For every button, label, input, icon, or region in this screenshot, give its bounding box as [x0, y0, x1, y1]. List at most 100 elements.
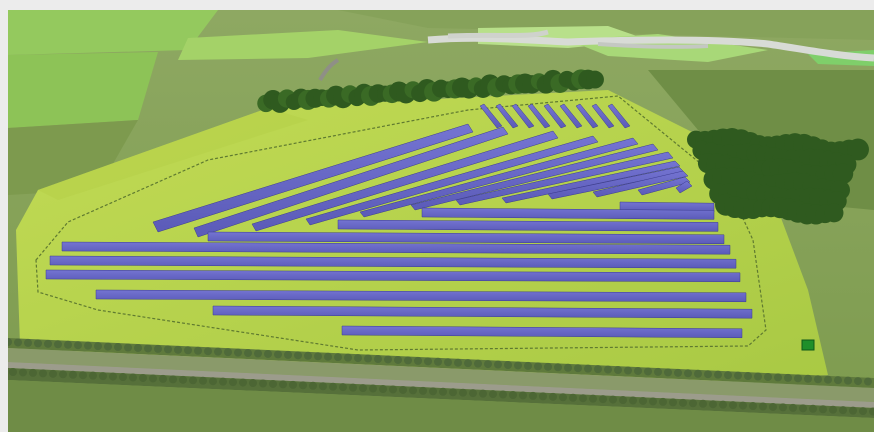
- hedge-bush: [769, 402, 777, 411]
- hedge-bush: [589, 394, 597, 403]
- hedge-bush: [469, 389, 477, 398]
- hedge-bush: [209, 377, 217, 386]
- hedge-bush: [649, 397, 657, 406]
- panel-row: [341, 325, 743, 339]
- hedge-bush: [539, 392, 547, 401]
- hedge-bush: [8, 338, 12, 346]
- aerial-render: [8, 10, 874, 432]
- hedge-bush: [799, 404, 807, 413]
- hedge-bush: [734, 371, 742, 380]
- panel-row: [193, 126, 509, 238]
- hedge-bush: [719, 400, 727, 409]
- hedge-bush: [574, 364, 582, 373]
- hedge-bush: [559, 393, 567, 402]
- hedge-bush: [349, 383, 357, 392]
- hedge-bush: [144, 344, 152, 353]
- hedge-texture: [8, 338, 874, 416]
- hedge-bush: [644, 367, 652, 376]
- hedge-bush: [444, 358, 452, 367]
- hedge-bush: [729, 401, 737, 410]
- hedge-bush: [504, 361, 512, 369]
- hedge-bush: [554, 363, 562, 372]
- hedge-bush: [784, 373, 792, 382]
- hedge-bush: [739, 401, 747, 410]
- hedge-bush: [809, 404, 817, 413]
- hedge-bush: [299, 381, 307, 390]
- panel-row: [637, 176, 691, 196]
- tree-copse-east: [686, 127, 869, 225]
- hedge-bush: [199, 376, 207, 385]
- hedge-bush: [159, 374, 167, 383]
- hedge-bush: [229, 378, 237, 387]
- hedge-bush: [419, 386, 427, 395]
- hedge-bush: [19, 368, 27, 377]
- hedge-bush: [564, 363, 572, 372]
- hedge-bush: [599, 395, 607, 404]
- solar-panel-array: [45, 103, 753, 339]
- panel-row: [501, 160, 681, 204]
- hedge-bush: [284, 350, 292, 359]
- hedge-bush: [829, 405, 837, 414]
- hedge-bush: [524, 361, 532, 370]
- hedge-bush: [119, 373, 127, 382]
- hedge-bush: [249, 379, 257, 388]
- hedge-bush: [354, 354, 362, 363]
- hedge-bush: [314, 352, 322, 361]
- hedge-bush: [379, 385, 387, 394]
- hedge-bush: [389, 385, 397, 394]
- hedge-bush: [749, 402, 757, 411]
- panel-row: [207, 231, 725, 245]
- panel-row: [479, 103, 503, 129]
- hedge-bush: [364, 354, 372, 363]
- hedge-bush: [549, 392, 557, 401]
- hedge-bush: [709, 400, 717, 409]
- hedge-bush: [819, 405, 827, 414]
- panel-row: [152, 123, 474, 233]
- panel-row: [337, 219, 719, 232]
- panel-row: [559, 103, 583, 129]
- perimeter-fence: [35, 95, 767, 351]
- hedge-bush: [669, 398, 677, 407]
- hedge-bush: [604, 365, 612, 374]
- hedge-bush: [579, 394, 587, 403]
- panel-row: [410, 143, 659, 211]
- hedge-bush: [224, 348, 232, 357]
- tree: [586, 70, 604, 89]
- hedge-bush: [464, 359, 472, 368]
- hedge-bush: [744, 372, 752, 381]
- panel-row: [607, 103, 631, 129]
- hedge-bush: [234, 348, 242, 357]
- hedge-bush: [594, 365, 602, 374]
- hedge-bush: [254, 349, 262, 358]
- hedge-bush: [84, 341, 92, 350]
- hedge-bush: [9, 368, 17, 376]
- hedge-bush: [359, 384, 367, 393]
- hedge-bush: [569, 393, 577, 402]
- hedge-bush: [774, 373, 782, 382]
- inverter-box: [801, 339, 815, 351]
- panel-row: [675, 180, 693, 194]
- tree: [832, 163, 854, 184]
- hedge-bush: [854, 377, 862, 386]
- tree: [847, 138, 869, 161]
- hedge-bush: [499, 390, 507, 399]
- hedge-bush: [239, 378, 247, 387]
- hedge-bush: [409, 386, 417, 395]
- hedge-bush: [434, 357, 442, 366]
- hedge-bush: [214, 347, 222, 356]
- hedge-bush: [264, 349, 272, 358]
- hedge-bush: [34, 339, 42, 348]
- hedge-bush: [309, 381, 317, 390]
- hedge-bush: [179, 375, 187, 384]
- tree: [824, 203, 844, 223]
- hedge-bush: [269, 379, 277, 388]
- hedge-bush: [614, 366, 622, 375]
- hedge-bush: [69, 370, 77, 379]
- hedge-bush: [844, 376, 852, 385]
- panel-row: [591, 103, 615, 129]
- hedge-bush: [74, 341, 82, 350]
- hedge-bush: [824, 375, 832, 384]
- hedge-bush: [689, 399, 697, 408]
- hedge-bush: [849, 406, 857, 415]
- hedge-bush: [609, 395, 617, 404]
